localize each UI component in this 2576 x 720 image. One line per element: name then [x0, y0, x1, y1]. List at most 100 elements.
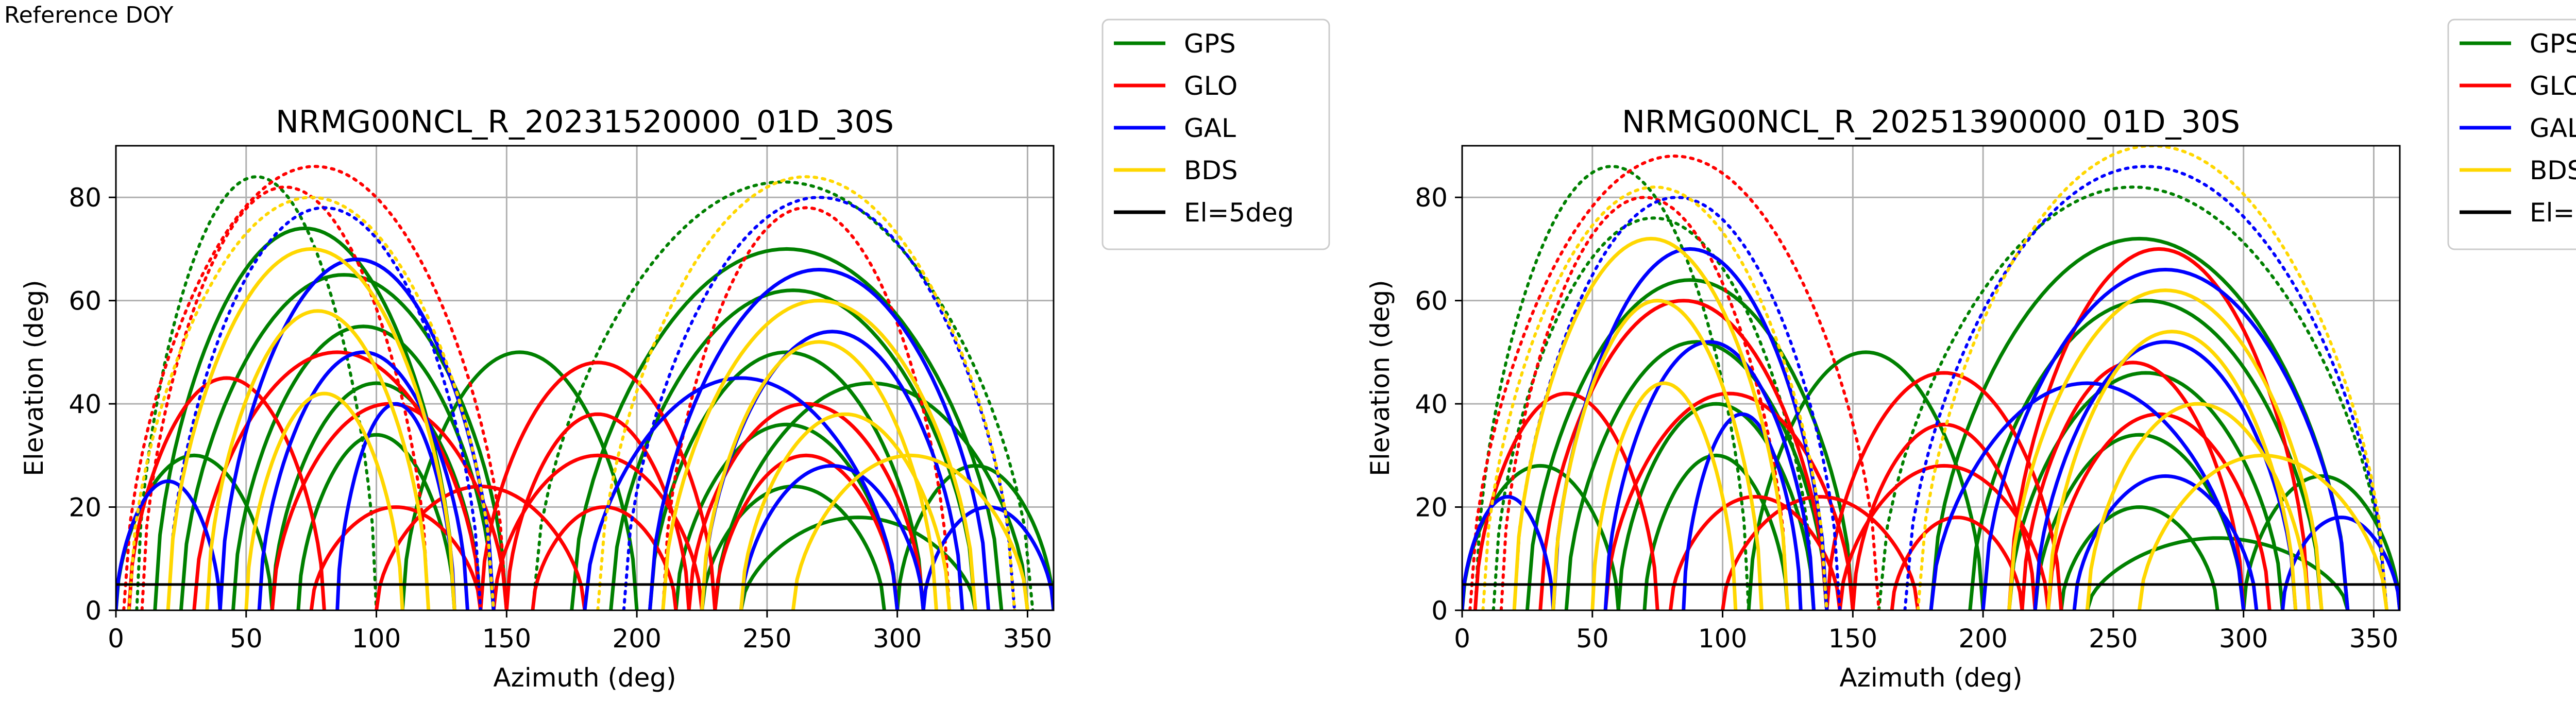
series-bds-arc	[739, 412, 952, 610]
series-bds-arc	[700, 340, 938, 610]
x-tick-label: 100	[1698, 624, 1747, 654]
series-glo-arc	[2007, 247, 2311, 610]
y-tick-label: 80	[1415, 183, 1448, 213]
series-bds-arc	[2137, 453, 2389, 610]
y-tick-label: 60	[69, 286, 101, 316]
y-tick-label: 0	[1431, 596, 1448, 626]
series-gps-arc	[570, 247, 1004, 610]
series-gps-arc	[1747, 350, 1985, 610]
series-glo-arc	[1825, 371, 2063, 610]
series-bds-arc	[1916, 146, 2388, 610]
legend: GPS GLO GAL BDS El=5deg	[2447, 19, 2576, 250]
series-gps-arc	[674, 422, 900, 610]
series-gal-arc	[335, 402, 456, 610]
y-axis-label: Elevation (deg)	[19, 280, 49, 476]
series-gps-arc	[1929, 236, 2350, 610]
series-gal-arc	[1682, 412, 1803, 610]
series-bds-arc	[596, 175, 1016, 610]
series-gal-arc	[583, 376, 900, 610]
series-gal-arc	[622, 196, 1016, 610]
series-glo-arc	[1838, 464, 2050, 610]
series-gal-arc	[1903, 165, 2388, 610]
x-tick-label: 150	[482, 624, 531, 654]
series-gps-arc	[609, 288, 977, 610]
series-glo-arc	[504, 412, 691, 610]
series-gps-arc	[2242, 474, 2400, 610]
series-bds-arc	[2085, 402, 2311, 610]
series-gps-arc	[1525, 278, 1855, 610]
x-tick-label: 350	[1003, 624, 1052, 654]
x-tick-label: 250	[742, 624, 791, 654]
plot-data	[116, 165, 1054, 610]
reference-doy-label: Reference DOY	[4, 2, 174, 28]
series-glo-arc	[1890, 516, 2024, 610]
series-bds-arc	[244, 391, 404, 610]
series-gal-arc	[1462, 495, 1555, 610]
y-tick-label: 0	[85, 596, 101, 626]
series-glo-arc	[309, 505, 483, 610]
legend-label: BDS	[2530, 156, 2576, 185]
series-gal-arc	[1981, 268, 2350, 610]
y-tick-label: 20	[69, 493, 101, 523]
series-gps-arc	[2033, 433, 2246, 610]
series-glo-arc	[1603, 391, 1855, 610]
series-glo-arc	[1468, 155, 1880, 610]
x-tick-label: 200	[612, 624, 661, 654]
series-glo-arc	[531, 505, 678, 610]
chart-title: NRMG00NCL_R_20251390000_01D_30S	[1622, 104, 2240, 140]
legend-label: El=5deg	[2530, 198, 2576, 228]
y-tick-label: 60	[1415, 286, 1448, 316]
y-tick-label: 20	[1415, 493, 1448, 523]
legend-label: GAL	[2530, 113, 2576, 143]
axes-frame	[115, 145, 1055, 611]
legend-frame	[2447, 19, 2576, 250]
series-bds-arc	[127, 196, 496, 610]
series-gps-arc	[270, 381, 483, 610]
series-gal-arc	[1513, 196, 1842, 610]
series-gal-arc	[1603, 340, 1816, 610]
series-glo-arc	[661, 206, 951, 610]
y-axis-label: Elevation (deg)	[1365, 280, 1395, 476]
series-gal-arc	[257, 350, 469, 610]
y-tick-label: 80	[69, 183, 101, 213]
chart-panel-2: 0 50 100 150 200 250 300 350 0 20 40 60 80 NRMG00NCL_…	[1365, 19, 2576, 693]
y-tick-label: 40	[1415, 389, 1448, 419]
series-glo-arc	[127, 376, 326, 610]
series-bds-arc	[2046, 330, 2298, 610]
series-gps-arc	[648, 350, 925, 610]
series-bds-arc	[661, 299, 977, 610]
x-tick-label: 250	[2089, 624, 2138, 654]
legend: GPS GLO GAL BDS El=5deg	[1101, 19, 1330, 250]
series-gps-arc	[1642, 453, 1790, 610]
series-bds-arc	[166, 247, 456, 610]
series-gps-arc	[1473, 165, 1751, 610]
series-gal-arc	[2072, 474, 2259, 610]
series-glo-arc	[1668, 495, 1842, 610]
series-gps-arc	[531, 180, 1035, 610]
x-tick-label: 300	[2219, 624, 2268, 654]
series-glo-arc	[479, 361, 717, 610]
x-tick-label: 0	[1454, 624, 1470, 654]
legend-label: GLO	[2530, 71, 2576, 101]
series-gps-arc	[1968, 299, 2324, 610]
legend-label: GAL	[1184, 113, 1236, 143]
legend-label: GLO	[1184, 71, 1238, 101]
series-bds-arc	[205, 309, 431, 610]
series-gps-arc	[231, 324, 496, 610]
series-glo-arc	[122, 165, 509, 610]
series-glo-arc	[1851, 422, 2037, 610]
chart-title: NRMG00NCL_R_20231520000_01D_30S	[276, 104, 894, 140]
plot-data	[1462, 146, 2400, 610]
legend-label: GPS	[1184, 29, 1236, 59]
series-gal-arc	[1551, 247, 1829, 610]
series-gps-arc	[153, 226, 456, 610]
series-gal-arc	[739, 464, 925, 610]
series-gps-arc	[1492, 216, 1816, 610]
axes-frame	[1461, 145, 2401, 611]
series-glo-arc	[1499, 196, 1789, 610]
x-tick-label: 50	[230, 624, 263, 654]
x-tick-label: 350	[2349, 624, 2398, 654]
chart-panel-1: 0 50 100 150 200 250 300 350 0 20 40 60 80 NRMG00NCL_…	[19, 19, 1330, 693]
series-gps-arc	[1877, 185, 2388, 610]
series-bds-arc	[791, 453, 1029, 610]
